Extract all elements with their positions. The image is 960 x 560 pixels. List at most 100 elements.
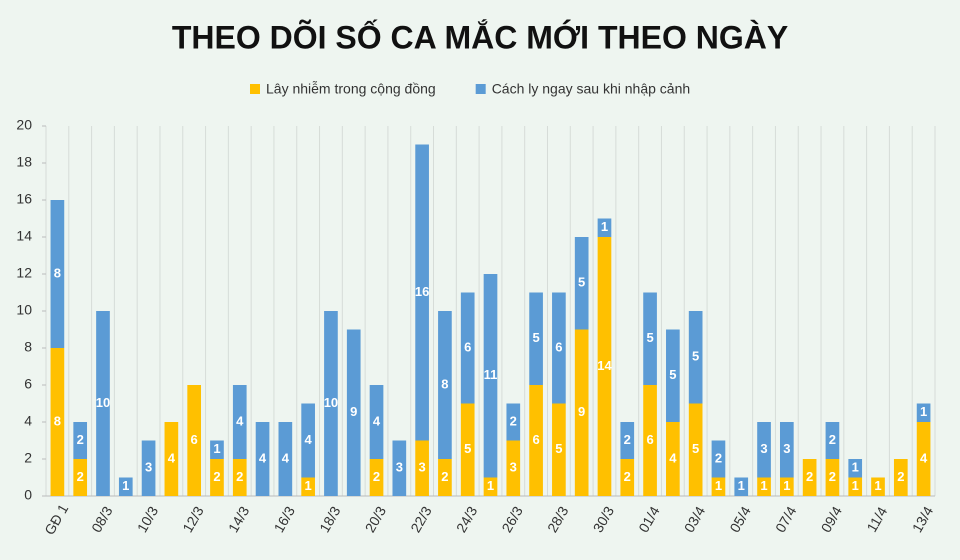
y-tick-label: 16: [16, 191, 32, 207]
bar-segment: [506, 403, 521, 441]
bar-segment: [483, 274, 498, 478]
data-label: 4: [259, 450, 267, 465]
bar-segment: [711, 477, 726, 496]
bar-segment: [415, 144, 429, 441]
data-label: 5: [692, 349, 699, 364]
data-label: 6: [555, 339, 562, 354]
legend-label: Cách ly ngay sau khi nhập cảnh: [492, 81, 690, 97]
data-label: 8: [54, 413, 61, 428]
bar-segment: [392, 440, 407, 496]
bar-segment: [301, 403, 315, 478]
bar-segment: [118, 477, 133, 496]
bar-segment: [871, 477, 885, 496]
data-label: 3: [760, 441, 767, 456]
data-label: 3: [783, 441, 790, 456]
data-label: 2: [373, 469, 380, 484]
data-label: 6: [646, 432, 653, 447]
y-tick-label: 8: [24, 339, 32, 355]
bar-segment: [802, 459, 817, 496]
data-label: 2: [829, 469, 836, 484]
data-label: 3: [145, 460, 152, 475]
legend-label: Lây nhiễm trong cộng đồng: [266, 81, 436, 97]
data-label: 3: [418, 460, 425, 475]
data-label: 2: [213, 469, 220, 484]
bar-segment: [688, 403, 703, 496]
y-tick-label: 10: [16, 302, 32, 318]
data-label: 4: [669, 450, 677, 465]
data-label: 1: [601, 219, 608, 234]
bar-segment: [552, 403, 566, 496]
bar-segment: [848, 459, 863, 478]
data-label: 1: [305, 478, 312, 493]
bar-segment: [552, 292, 566, 404]
data-label: 1: [920, 404, 927, 419]
bar-segment: [164, 422, 179, 496]
bar-segment: [232, 385, 247, 459]
data-label: 6: [532, 432, 539, 447]
data-label: 5: [532, 330, 539, 345]
data-label: 5: [555, 441, 562, 456]
bar-segment: [324, 311, 338, 496]
data-label: 2: [624, 432, 631, 447]
data-label: 2: [806, 469, 813, 484]
bar-segment: [574, 329, 589, 496]
data-label: 1: [852, 478, 859, 493]
y-tick-label: 2: [24, 450, 32, 466]
bar-segment: [210, 459, 224, 496]
bar-segment: [643, 385, 657, 496]
chart-title: THEO DÕI SỐ CA MẮC MỚI THEO NGÀY: [172, 19, 788, 55]
data-label: 8: [54, 265, 61, 280]
bar-segment: [848, 477, 863, 496]
legend-swatch: [250, 84, 260, 94]
bar-segment: [620, 422, 635, 459]
bar-segment: [825, 422, 840, 459]
bar-segment: [711, 440, 726, 478]
data-label: 6: [191, 432, 198, 447]
bar-segment: [73, 459, 88, 496]
bar-segment: [757, 477, 771, 496]
bar-segment: [916, 422, 931, 496]
bar-segment: [232, 459, 247, 496]
data-label: 2: [510, 413, 517, 428]
data-label: 5: [464, 441, 471, 456]
bar-segment: [346, 329, 361, 496]
data-label: 2: [624, 469, 631, 484]
bar-segment: [620, 459, 635, 496]
data-label: 4: [168, 450, 176, 465]
bar-segment: [666, 329, 680, 422]
bar-segment: [529, 385, 543, 496]
data-label: 2: [236, 469, 243, 484]
bar-segment: [141, 440, 156, 496]
bar-segment: [187, 385, 202, 496]
data-label: 4: [282, 450, 290, 465]
y-tick-label: 0: [24, 487, 32, 503]
bar-segment: [255, 422, 270, 496]
bar-segment: [597, 218, 612, 237]
data-label: 1: [122, 478, 129, 493]
bar-segment: [438, 311, 452, 459]
bar-segment: [415, 440, 429, 496]
data-label: 2: [715, 450, 722, 465]
data-label: 1: [715, 478, 722, 493]
data-label: 10: [324, 395, 338, 410]
bar-segment: [506, 440, 521, 496]
bar-segment: [666, 422, 680, 496]
bar-segment: [916, 403, 931, 422]
data-label: 14: [597, 358, 612, 373]
bar-segment: [73, 422, 88, 459]
data-label: 3: [510, 460, 517, 475]
bar-segment: [529, 292, 543, 385]
data-label: 4: [373, 413, 381, 428]
bar-segment: [643, 292, 657, 385]
bar-segment: [779, 477, 794, 496]
bar-segment: [757, 422, 771, 478]
legend-swatch: [475, 84, 486, 94]
data-label: 8: [441, 376, 448, 391]
data-label: 4: [920, 450, 928, 465]
data-label: 2: [897, 469, 904, 484]
bar-segment: [597, 237, 612, 496]
data-label: 5: [646, 330, 653, 345]
bar-segment: [779, 422, 794, 478]
bar-segment: [825, 459, 840, 496]
